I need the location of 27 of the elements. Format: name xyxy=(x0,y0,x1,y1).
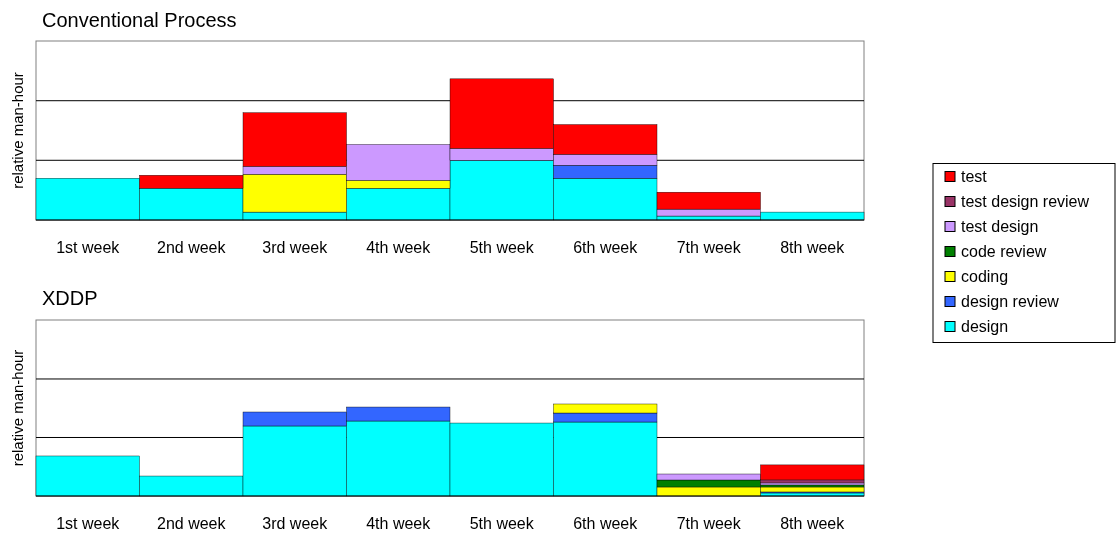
x-tick-label: 4th week xyxy=(366,239,432,256)
x-tick-label: 5th week xyxy=(469,239,535,256)
x-tick-label: 5th week xyxy=(469,515,535,532)
chart-title: Conventional Process xyxy=(42,9,237,31)
x-tick-label: 7th week xyxy=(676,515,742,532)
x-tick-label: 8th week xyxy=(780,239,846,256)
x-tick-label: 7th week xyxy=(676,239,742,256)
x-tick-label: 1st week xyxy=(56,239,121,256)
legend-label: design review xyxy=(961,292,1060,310)
x-tick-label: 3rd week xyxy=(262,515,329,532)
x-tick-label: 2nd week xyxy=(157,239,227,256)
x-tick-label: 2nd week xyxy=(157,515,227,532)
x-tick-label: 1st week xyxy=(56,515,121,532)
legend-label: design xyxy=(961,317,1009,335)
legend-label: coding xyxy=(961,267,1009,285)
y-axis-title: relative man-hour xyxy=(9,72,26,189)
legend-label: test design review xyxy=(961,192,1090,210)
legend-label: code review xyxy=(961,242,1047,260)
legend-label: test design xyxy=(961,217,1039,235)
chart-title: XDDP xyxy=(42,287,98,309)
legend-label: test xyxy=(961,167,988,185)
x-tick-label: 6th week xyxy=(573,515,639,532)
x-tick-label: 4th week xyxy=(366,515,432,532)
y-axis-title: relative man-hour xyxy=(9,349,26,467)
x-tick-label: 8th week xyxy=(780,515,846,532)
x-tick-label: 3rd week xyxy=(262,239,329,256)
x-tick-label: 6th week xyxy=(573,239,639,256)
